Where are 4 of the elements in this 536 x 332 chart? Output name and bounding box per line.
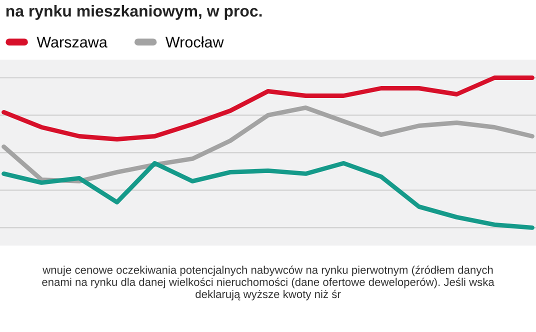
legend-label: Wrocław	[166, 36, 224, 48]
text: wnuje cenowe oczekiwania potencjalnych nabywców na rynku pierwotnym (źródłem danych enami na rynku dla danej wielkości nieruchomości (dane ofertowe deweloperów). Jeśli wska deklarują wyższe kwoty niż śr	[42, 266, 494, 300]
legend-label: Warszawa	[36, 36, 108, 48]
chart-title: na rynku mieszkaniowym, w proc.	[6, 4, 262, 20]
